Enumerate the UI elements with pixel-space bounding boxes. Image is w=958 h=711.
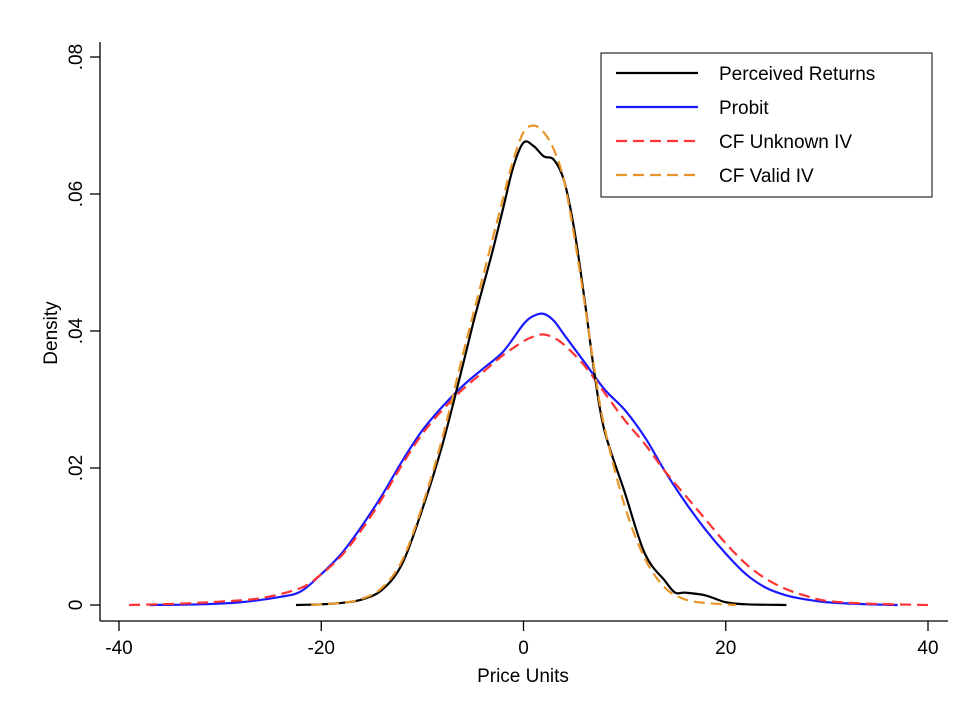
- legend-label: Perceived Returns: [719, 64, 875, 85]
- x-axis: -40 -20 0 20 40: [100, 620, 948, 659]
- series-line-cf-valid-iv: [311, 124, 736, 607]
- x-tick-label: -40: [105, 638, 132, 659]
- y-tick-label: .04: [66, 317, 87, 344]
- series-line-cf-unknown-iv: [129, 333, 929, 607]
- legend-label: Probit: [719, 98, 769, 119]
- y-tick-label: .08: [66, 44, 87, 70]
- y-tick-label: .06: [66, 181, 87, 207]
- legend-label: CF Valid IV: [719, 166, 814, 187]
- x-axis-title: Price Units: [477, 666, 569, 687]
- y-tick-label: .02: [66, 455, 87, 481]
- x-tick-label: 40: [917, 638, 938, 659]
- legend: Perceived Returns Probit CF Unknown IV CF V…: [600, 52, 933, 198]
- series-line-perceived-returns: [295, 140, 787, 607]
- x-tick-label: 0: [518, 638, 529, 659]
- y-axis: 0 .02 .04 .06 .08: [66, 42, 101, 621]
- y-axis-title: Density: [41, 301, 62, 365]
- legend-box: [600, 52, 933, 198]
- y-tick-label: 0: [66, 600, 87, 611]
- series-layer: [129, 124, 929, 607]
- series-line-probit: [149, 312, 898, 607]
- legend-label: CF Unknown IV: [719, 132, 852, 153]
- x-tick-label: 20: [715, 638, 736, 659]
- x-tick-label: -20: [308, 638, 335, 659]
